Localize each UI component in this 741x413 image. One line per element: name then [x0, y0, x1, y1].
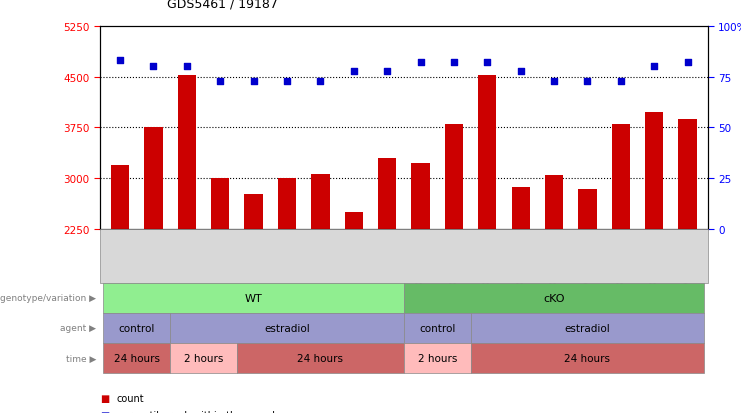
Text: 24 hours: 24 hours	[114, 353, 160, 363]
Text: 24 hours: 24 hours	[297, 353, 343, 363]
Bar	[645, 112, 663, 229]
Bar	[611, 125, 630, 229]
Bar	[445, 125, 463, 229]
Point	[214, 78, 226, 85]
Text: 24 hours: 24 hours	[565, 353, 611, 363]
Text: 2 hours: 2 hours	[184, 353, 223, 363]
Bar	[144, 128, 162, 229]
Text: estradiol: estradiol	[264, 323, 310, 333]
Bar	[245, 195, 263, 229]
Point	[515, 68, 527, 75]
Text: 2 hours: 2 hours	[417, 353, 457, 363]
Bar	[178, 76, 196, 229]
Bar	[378, 158, 396, 229]
Point	[648, 64, 660, 71]
Text: agent ▶: agent ▶	[60, 324, 96, 332]
Text: estradiol: estradiol	[565, 323, 611, 333]
Point	[348, 68, 359, 75]
Point	[482, 60, 494, 66]
Text: count: count	[116, 393, 144, 403]
Text: time ▶: time ▶	[66, 354, 96, 363]
Bar	[211, 178, 230, 229]
Point	[314, 78, 326, 85]
Point	[682, 60, 694, 66]
Bar	[578, 190, 597, 229]
Text: GDS5461 / 19187: GDS5461 / 19187	[167, 0, 278, 10]
Point	[582, 78, 594, 85]
Point	[281, 78, 293, 85]
Point	[448, 60, 460, 66]
Point	[615, 78, 627, 85]
Point	[114, 58, 126, 64]
Text: control: control	[119, 323, 155, 333]
Text: ■: ■	[100, 410, 109, 413]
Text: control: control	[419, 323, 456, 333]
Bar	[311, 175, 330, 229]
Bar	[278, 178, 296, 229]
Bar	[545, 175, 563, 229]
Point	[247, 78, 259, 85]
Bar	[111, 165, 129, 229]
Point	[147, 64, 159, 71]
Bar	[345, 212, 363, 229]
Point	[548, 78, 560, 85]
Point	[181, 64, 193, 71]
Point	[381, 68, 393, 75]
Point	[415, 60, 427, 66]
Bar	[679, 120, 697, 229]
Text: WT: WT	[245, 293, 262, 303]
Bar	[511, 188, 530, 229]
Text: percentile rank within the sample: percentile rank within the sample	[116, 410, 282, 413]
Text: cKO: cKO	[543, 293, 565, 303]
Bar	[478, 76, 496, 229]
Bar	[411, 164, 430, 229]
Text: ■: ■	[100, 393, 109, 403]
Text: genotype/variation ▶: genotype/variation ▶	[0, 294, 96, 302]
